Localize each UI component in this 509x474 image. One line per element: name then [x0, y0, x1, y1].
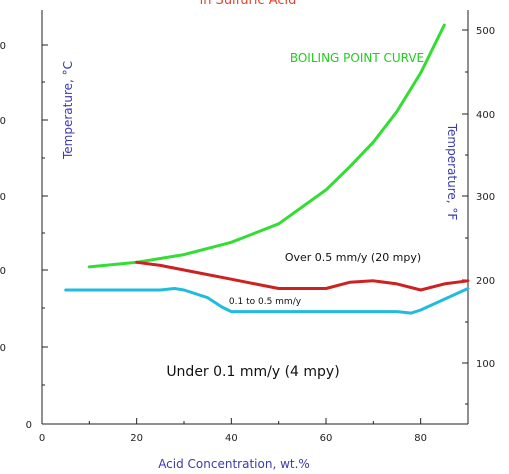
x-tick-label: 20 [130, 433, 143, 444]
x-tick-label: 40 [225, 433, 238, 444]
series-group [64, 23, 470, 315]
y-left-tick-label: 200 [0, 116, 6, 127]
y-right-tick-label: 400 [476, 110, 495, 121]
annotation-0: BOILING POINT CURVE [290, 51, 424, 65]
y-right-tick-label: 100 [476, 359, 495, 370]
x-tick-label: 60 [320, 433, 333, 444]
series-line-0 [87, 23, 446, 269]
y-left-tick-label: 100 [0, 266, 6, 277]
y-axis-label-right: Temperature, °F [445, 123, 459, 221]
x-tick-label: 80 [414, 433, 427, 444]
y-left-tick-label: 250 [0, 41, 6, 52]
series-line-1 [135, 260, 470, 292]
x-tick-label: 0 [39, 433, 45, 444]
y-right-tick-label: 300 [476, 192, 495, 203]
x-axis-label: Acid Concentration, wt.% [158, 457, 310, 471]
axes [41, 10, 469, 425]
y-left-tick-label: 50 [0, 343, 6, 354]
chart-title: in Sulfuric Acid [200, 0, 297, 8]
annotation-2: 0.1 to 0.5 mm/y [229, 297, 302, 307]
y-right-tick-label: 500 [476, 26, 495, 37]
y-left-tick-label: 0 [26, 420, 32, 431]
y-left-tick-label: 150 [0, 192, 6, 203]
annotation-1: Over 0.5 mm/y (20 mpy) [285, 251, 421, 264]
y-axis-label-left: Temperature, °C [61, 61, 75, 160]
annotation-3: Under 0.1 mm/y (4 mpy) [166, 364, 339, 380]
y-right-tick-label: 200 [476, 276, 495, 287]
series-line-2 [64, 287, 470, 315]
ticks: 0 20 40 60 80 0 50 100 150 200 250 100 200 300 400 500 [0, 26, 495, 444]
annotations: BOILING POINT CURVE Over 0.5 mm/y (20 mpy… [166, 51, 424, 380]
